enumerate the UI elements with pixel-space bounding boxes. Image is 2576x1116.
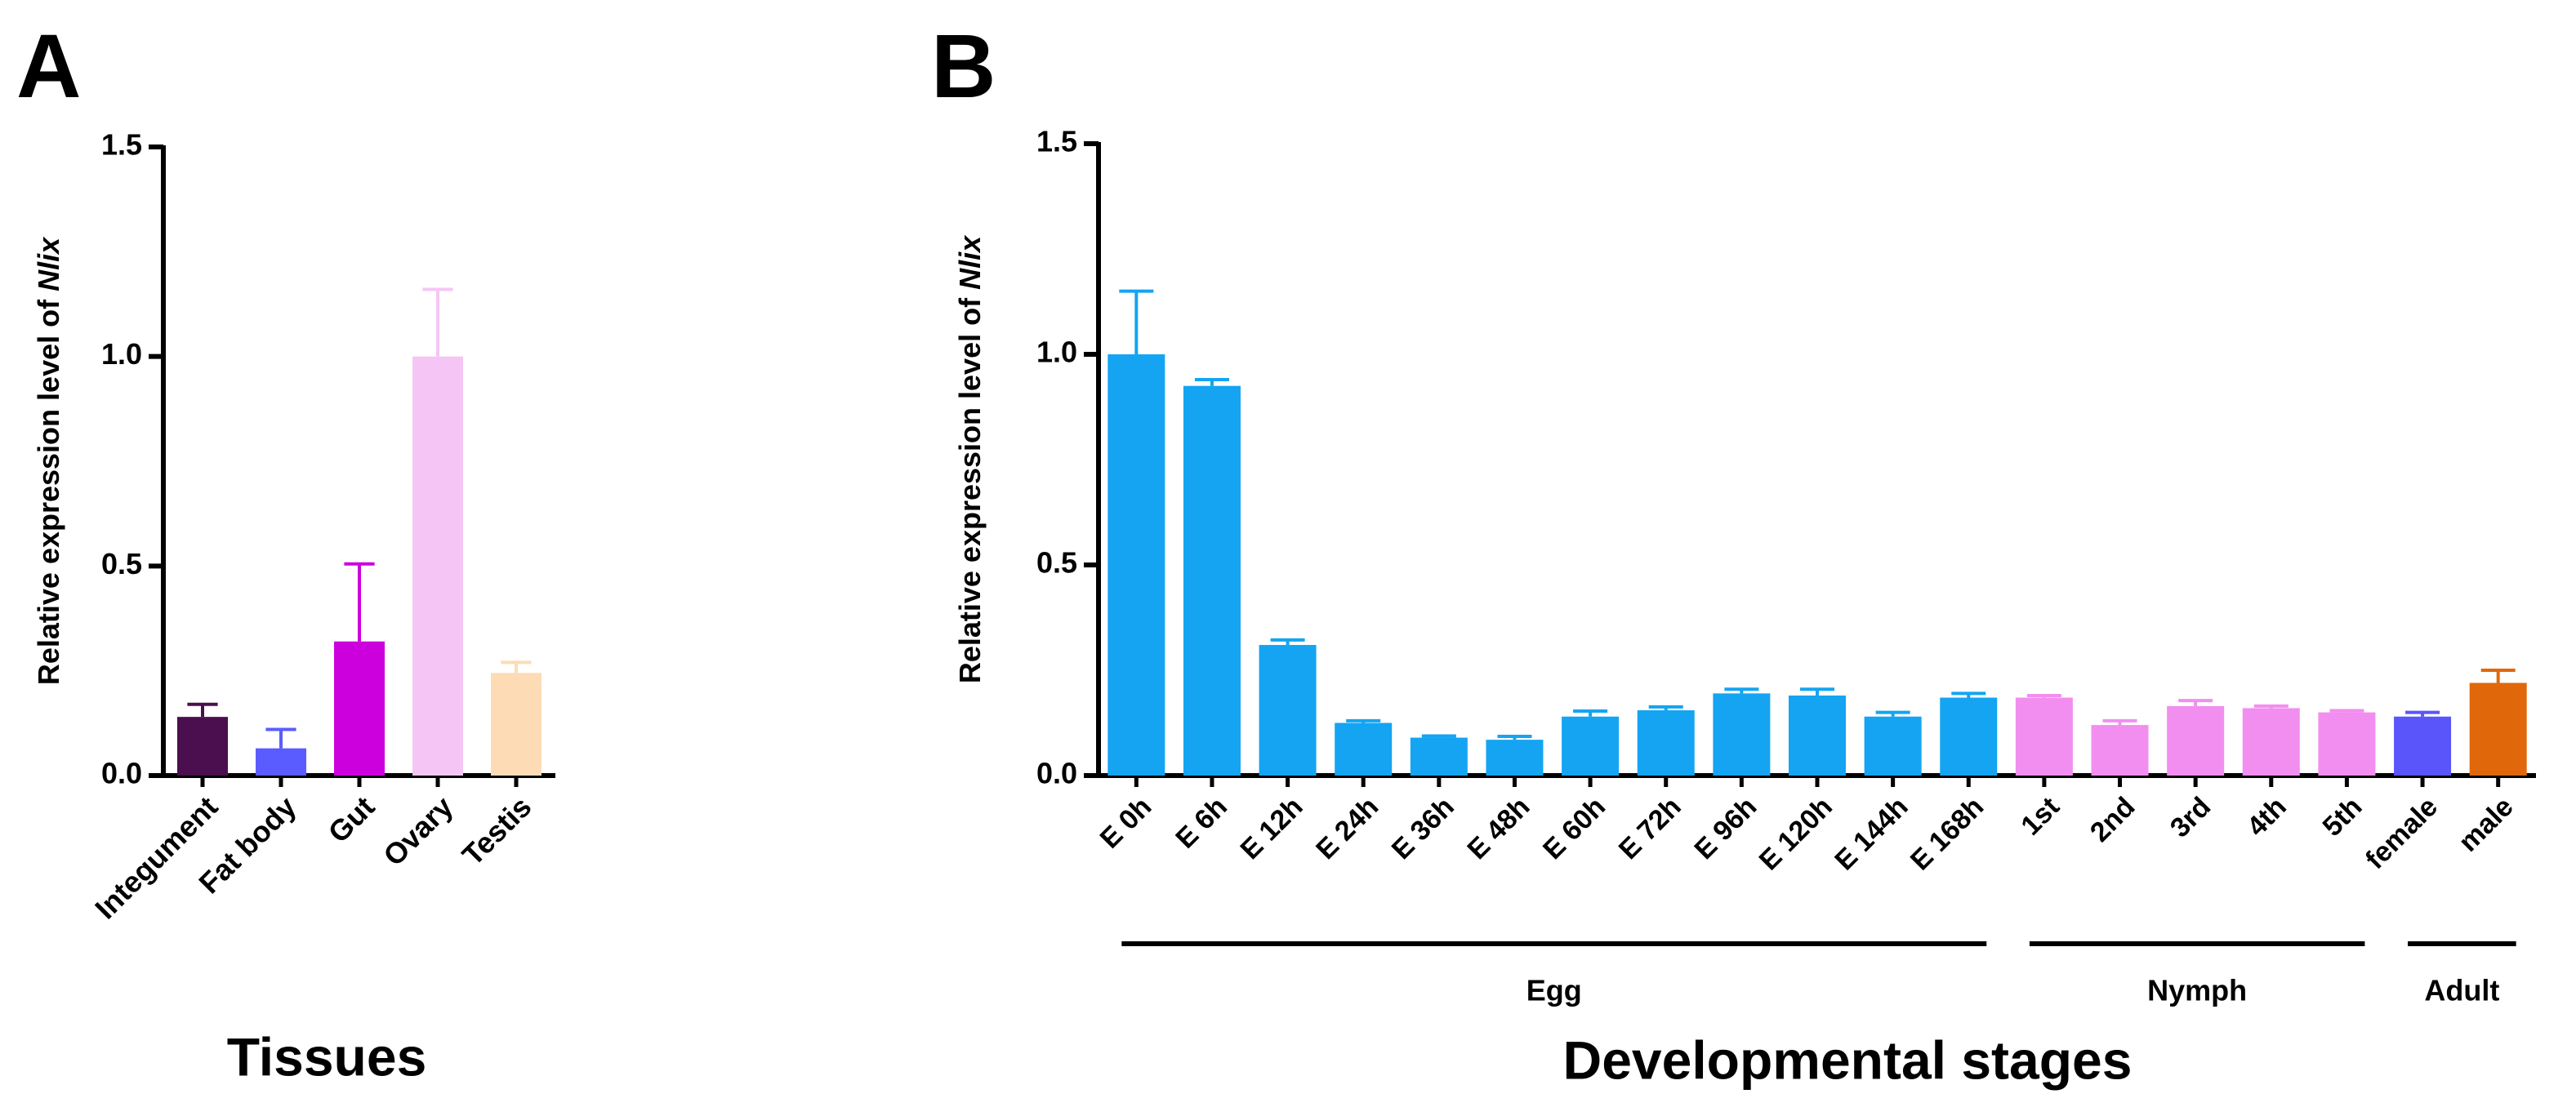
bar (2394, 716, 2452, 776)
bar (1486, 740, 1544, 776)
error-bar (2253, 704, 2289, 709)
x-tick-label: E 168h (1905, 791, 1990, 876)
y-axis-label-gene: Nlix (953, 234, 987, 290)
error-bar (2178, 699, 2213, 706)
error-bar (1119, 289, 1154, 354)
bar (2167, 705, 2225, 776)
panel-letter: B (931, 16, 996, 117)
error-bar (2480, 669, 2516, 683)
bar (177, 717, 228, 776)
x-tick-label: E 36h (1386, 791, 1460, 865)
error-bar (344, 562, 375, 642)
error-bar (1951, 691, 1986, 698)
x-tick-label: 1st (2015, 791, 2066, 842)
bar (1335, 723, 1393, 776)
y-axis-label: Relative expression level of Nlix (953, 234, 987, 683)
x-tick-label: 2nd (2084, 791, 2141, 848)
x-tick-label: Testis (456, 789, 538, 872)
group-label: Nymph (2147, 974, 2247, 1007)
x-tick-label: E 0h (1094, 791, 1158, 855)
x-tick-label: E 12h (1235, 791, 1309, 865)
error-bar (1421, 734, 1456, 738)
bar (2242, 708, 2300, 776)
error-bar (265, 727, 296, 749)
x-tick-label: E 144h (1829, 791, 1914, 876)
x-tick-label: E 6h (1170, 791, 1233, 855)
y-tick-label: 1.0 (101, 337, 142, 371)
bar (1637, 710, 1695, 776)
error-bar (1875, 710, 1910, 717)
bar (1940, 697, 1998, 776)
x-tick-label: 5th (2316, 791, 2368, 843)
bar (1410, 737, 1468, 776)
error-bar (2026, 693, 2061, 698)
x-tick-label: E 72h (1613, 791, 1687, 865)
bar (2469, 682, 2527, 776)
panel-letter: A (16, 16, 81, 117)
y-tick-label: 0.5 (1036, 546, 1077, 580)
x-tick-label: 4th (2241, 791, 2293, 843)
bar (2091, 725, 2149, 776)
y-tick-label: 0.0 (101, 757, 142, 790)
y-tick-label: 1.5 (1036, 125, 1077, 158)
error-bar (2102, 718, 2137, 726)
y-tick-label: 0.5 (101, 547, 142, 580)
bar (1864, 716, 1922, 776)
error-bar (1573, 709, 1608, 717)
y-tick-label: 0.0 (1036, 757, 1077, 790)
bar (412, 356, 463, 776)
x-tick-label: Ovary (377, 789, 459, 872)
y-axis-label-text: Relative expression level of (953, 290, 987, 683)
error-bar (1346, 718, 1381, 723)
error-bar (187, 702, 218, 718)
error-bar (1194, 377, 1229, 386)
x-tick-label: E 24h (1310, 791, 1384, 865)
error-bar (1270, 638, 1305, 646)
error-bar (422, 287, 453, 357)
y-tick-label: 1.0 (1036, 336, 1077, 369)
bar (2318, 712, 2376, 776)
error-bar (501, 660, 532, 674)
y-tick-label: 1.5 (101, 128, 142, 162)
x-tick-label: Integument (88, 789, 224, 925)
bar (1713, 693, 1771, 776)
x-tick-label: E 96h (1688, 791, 1763, 865)
bar (491, 673, 541, 776)
x-tick-label: female (2360, 791, 2444, 875)
bar (1183, 385, 1241, 776)
bar (1562, 716, 1620, 776)
x-tick-label: E 120h (1754, 791, 1838, 876)
x-tick-label: E 48h (1461, 791, 1535, 865)
bar (2015, 697, 2073, 776)
error-bar (2405, 710, 2440, 717)
y-axis-label-text: Relative expression level of (32, 291, 65, 685)
error-bar (1648, 705, 1683, 711)
bar (334, 641, 385, 776)
error-bar (1800, 687, 1834, 696)
x-tick-label: 3rd (2164, 791, 2217, 843)
bar (1259, 645, 1317, 776)
bar (256, 748, 306, 776)
error-bar (1497, 735, 1532, 740)
bar (1108, 354, 1165, 776)
x-tick-label: E 60h (1537, 791, 1611, 865)
y-axis-label: Relative expression level of Nlix (32, 236, 65, 685)
error-bar (2329, 709, 2364, 713)
bar (1789, 695, 1846, 776)
error-bar (1724, 687, 1759, 694)
x-tick-label: male (2453, 791, 2520, 858)
group-label: Adult (2424, 974, 2499, 1007)
group-label: Egg (1526, 974, 1582, 1007)
x-axis-label: Tissues (227, 1026, 427, 1087)
x-tick-label: Gut (322, 789, 381, 849)
y-axis-label-gene: Nlix (32, 236, 65, 291)
x-axis-label: Developmental stages (1563, 1029, 2133, 1090)
